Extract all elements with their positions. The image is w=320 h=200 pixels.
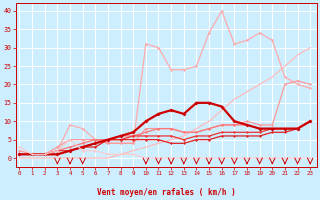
X-axis label: Vent moyen/en rafales ( km/h ): Vent moyen/en rafales ( km/h ) [97,188,236,197]
